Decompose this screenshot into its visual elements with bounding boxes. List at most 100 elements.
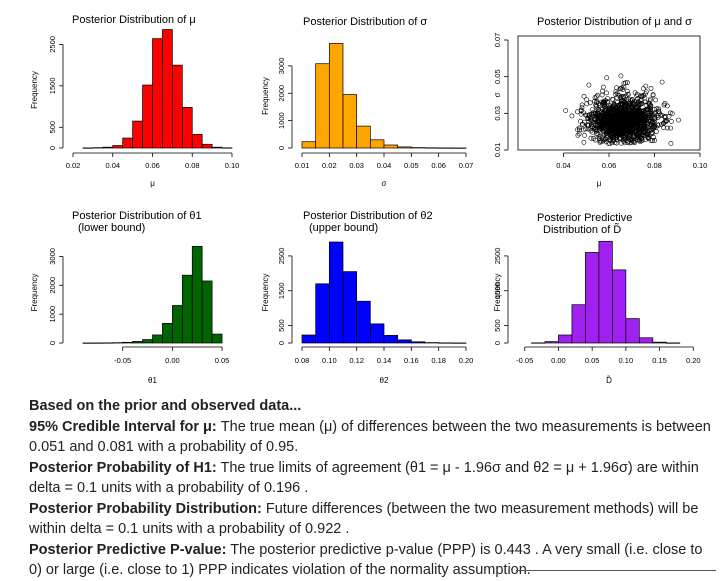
scatter-point — [641, 87, 645, 91]
y-axis-label: σ — [493, 92, 502, 97]
y-tick-label: 2000 — [277, 85, 286, 102]
chart-title: Posterior Distribution of θ2 — [303, 210, 433, 222]
x-tick-label: 0.02 — [66, 161, 81, 170]
histogram-bar — [626, 319, 639, 343]
scatter-point — [582, 94, 586, 98]
scatter-point — [644, 84, 648, 88]
h1-label: Posterior Probability of H1: — [29, 460, 217, 476]
x-axis-label: θ2 — [380, 376, 389, 385]
x-tick-label: 0.15 — [652, 356, 667, 365]
histogram-bar — [302, 142, 316, 148]
histogram-bar — [162, 323, 172, 343]
histogram-bar — [398, 147, 412, 148]
x-tick-label: 0.07 — [459, 161, 474, 170]
y-tick-label: 3000 — [48, 248, 57, 265]
x-tick-label: 0.10 — [693, 161, 708, 170]
x-tick-label: 0.10 — [225, 161, 240, 170]
histogram-bar — [153, 335, 163, 343]
scatter-point — [601, 85, 605, 89]
ppd-paragraph: Posterior Probability Distribution: Futu… — [29, 499, 717, 540]
histogram-bar — [182, 275, 192, 343]
chart-panel-2: Posterior Distribution of σσFrequency0.0… — [261, 16, 473, 188]
y-tick-label: 0.07 — [493, 33, 502, 48]
histogram-bar — [585, 252, 598, 343]
x-tick-label: 0.06 — [602, 161, 617, 170]
credible-interval-label: 95% Credible Interval for μ: — [29, 419, 217, 435]
histogram-bar — [133, 121, 143, 148]
x-tick-label: 0.03 — [349, 161, 364, 170]
h1-paragraph: Posterior Probability of H1: The true li… — [29, 458, 717, 499]
x-tick-label: 0.05 — [404, 161, 419, 170]
scatter-point — [589, 136, 593, 140]
x-tick-label: 0.10 — [619, 356, 634, 365]
x-tick-label: 0.06 — [431, 161, 446, 170]
x-axis-label: D̃ — [606, 376, 612, 385]
chart-subtitle: Distribution of D̃ — [543, 223, 621, 236]
scatter-point — [582, 140, 586, 144]
histogram-bar — [384, 145, 398, 148]
scatter-point — [654, 98, 658, 102]
x-tick-label: 0.10 — [322, 356, 337, 365]
y-tick-label: 0.01 — [493, 143, 502, 158]
histogram-bar — [357, 126, 371, 148]
summary-panel: Based on the prior and observed data... … — [29, 396, 717, 581]
histogram-bar — [343, 272, 357, 343]
x-tick-label: 0.05 — [585, 356, 600, 365]
y-tick-label: 1500 — [277, 282, 286, 299]
y-tick-label: 500 — [493, 319, 502, 332]
histogram-bar — [572, 305, 585, 343]
histogram-bar — [192, 134, 202, 148]
x-tick-label: 0.00 — [551, 356, 566, 365]
histogram-bar — [133, 341, 143, 343]
chart-title: Posterior Distribution of μ and σ — [537, 16, 692, 28]
y-tick-label: 0 — [48, 146, 57, 150]
chart-title: Posterior Predictive — [537, 212, 632, 224]
x-tick-label: 0.14 — [377, 356, 392, 365]
histogram-bar — [370, 140, 384, 148]
histogram-bar — [558, 335, 571, 343]
scatter-point — [582, 133, 586, 137]
histogram-bar — [653, 342, 666, 343]
histogram-bar — [316, 284, 330, 343]
charts-grid: Posterior Distribution of μμFrequency0.0… — [0, 0, 720, 392]
x-tick-label: 0.05 — [215, 356, 230, 365]
scatter-point — [575, 110, 579, 114]
divider-line — [516, 570, 716, 571]
histogram-bar — [182, 107, 192, 148]
scatter-point — [619, 74, 623, 78]
histogram-bar — [123, 138, 133, 148]
scatter-point — [676, 118, 680, 122]
histogram-bar — [202, 144, 212, 148]
ppp-paragraph: Posterior Predictive P-value: The poster… — [29, 540, 717, 581]
scatter-point — [669, 141, 673, 145]
histogram-bar — [329, 43, 343, 148]
scatter-point — [669, 119, 673, 123]
y-axis-label: Frequency — [261, 274, 270, 312]
chart-title: Posterior Distribution of θ1 — [72, 210, 202, 222]
y-axis-label: Frequency — [30, 274, 39, 312]
scatter-point — [661, 125, 665, 129]
histogram-bar — [612, 270, 625, 343]
chart-panel-4: Posterior Distribution of θ1(lower bound… — [30, 210, 229, 385]
ppp-label: Posterior Predictive P-value: — [29, 542, 226, 558]
scatter-point — [663, 101, 667, 105]
chart-subtitle: (lower bound) — [78, 222, 145, 234]
y-tick-label: 0 — [277, 146, 286, 150]
y-axis-label: Frequency — [261, 77, 270, 115]
y-tick-label: 2000 — [48, 277, 57, 294]
histogram-bar — [302, 335, 316, 343]
x-tick-label: 0.04 — [556, 161, 571, 170]
y-tick-label: 500 — [277, 319, 286, 332]
scatter-point — [654, 129, 658, 133]
x-tick-label: 0.12 — [349, 356, 364, 365]
x-tick-label: 0.02 — [322, 161, 337, 170]
histogram-bar — [143, 85, 153, 148]
y-tick-label: 0 — [48, 341, 57, 345]
x-tick-label: 0.01 — [295, 161, 310, 170]
scatter-point — [600, 89, 604, 93]
scatter-point — [580, 103, 584, 107]
histogram-bar — [172, 65, 182, 148]
y-tick-label: 2500 — [493, 248, 502, 265]
y-tick-label: 2500 — [277, 248, 286, 265]
